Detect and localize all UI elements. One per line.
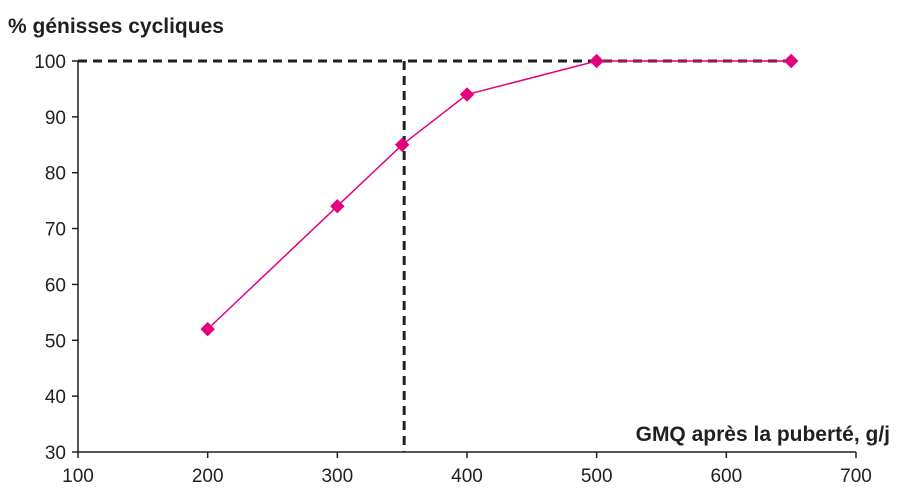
series-markers <box>200 53 799 337</box>
x-tick-label: 100 <box>62 466 94 487</box>
x-tick-label: 300 <box>321 466 353 487</box>
y-tick-label: 70 <box>45 220 66 241</box>
y-axis-label: % génisses cycliques <box>8 15 224 38</box>
x-tick-label: 400 <box>451 466 483 487</box>
y-tick-label: 60 <box>45 275 66 296</box>
data-point-marker <box>783 53 799 69</box>
x-tick-label: 500 <box>581 466 613 487</box>
y-tick-label: 80 <box>45 164 66 185</box>
data-point-marker <box>459 87 475 102</box>
data-point-marker <box>200 321 215 337</box>
x-axis-ticks: 100 200 300 400 500 600 700 <box>62 452 872 487</box>
x-tick-label: 600 <box>710 466 742 487</box>
data-point-marker <box>394 137 410 152</box>
x-tick-label: 700 <box>840 466 872 487</box>
y-tick-label: 40 <box>45 387 66 408</box>
y-tick-label: 100 <box>34 52 66 73</box>
series-line <box>207 60 792 330</box>
x-tick-label: 200 <box>192 466 224 487</box>
data-point-marker <box>330 199 345 214</box>
data-point-marker <box>589 53 604 69</box>
y-tick-label: 50 <box>45 331 66 352</box>
y-tick-label: 90 <box>45 108 66 129</box>
x-axis-label: GMQ après la puberté, g/j <box>636 423 890 446</box>
y-axis-ticks: 30 40 50 60 70 80 90 100 <box>34 52 78 464</box>
y-tick-label: 30 <box>45 443 66 464</box>
